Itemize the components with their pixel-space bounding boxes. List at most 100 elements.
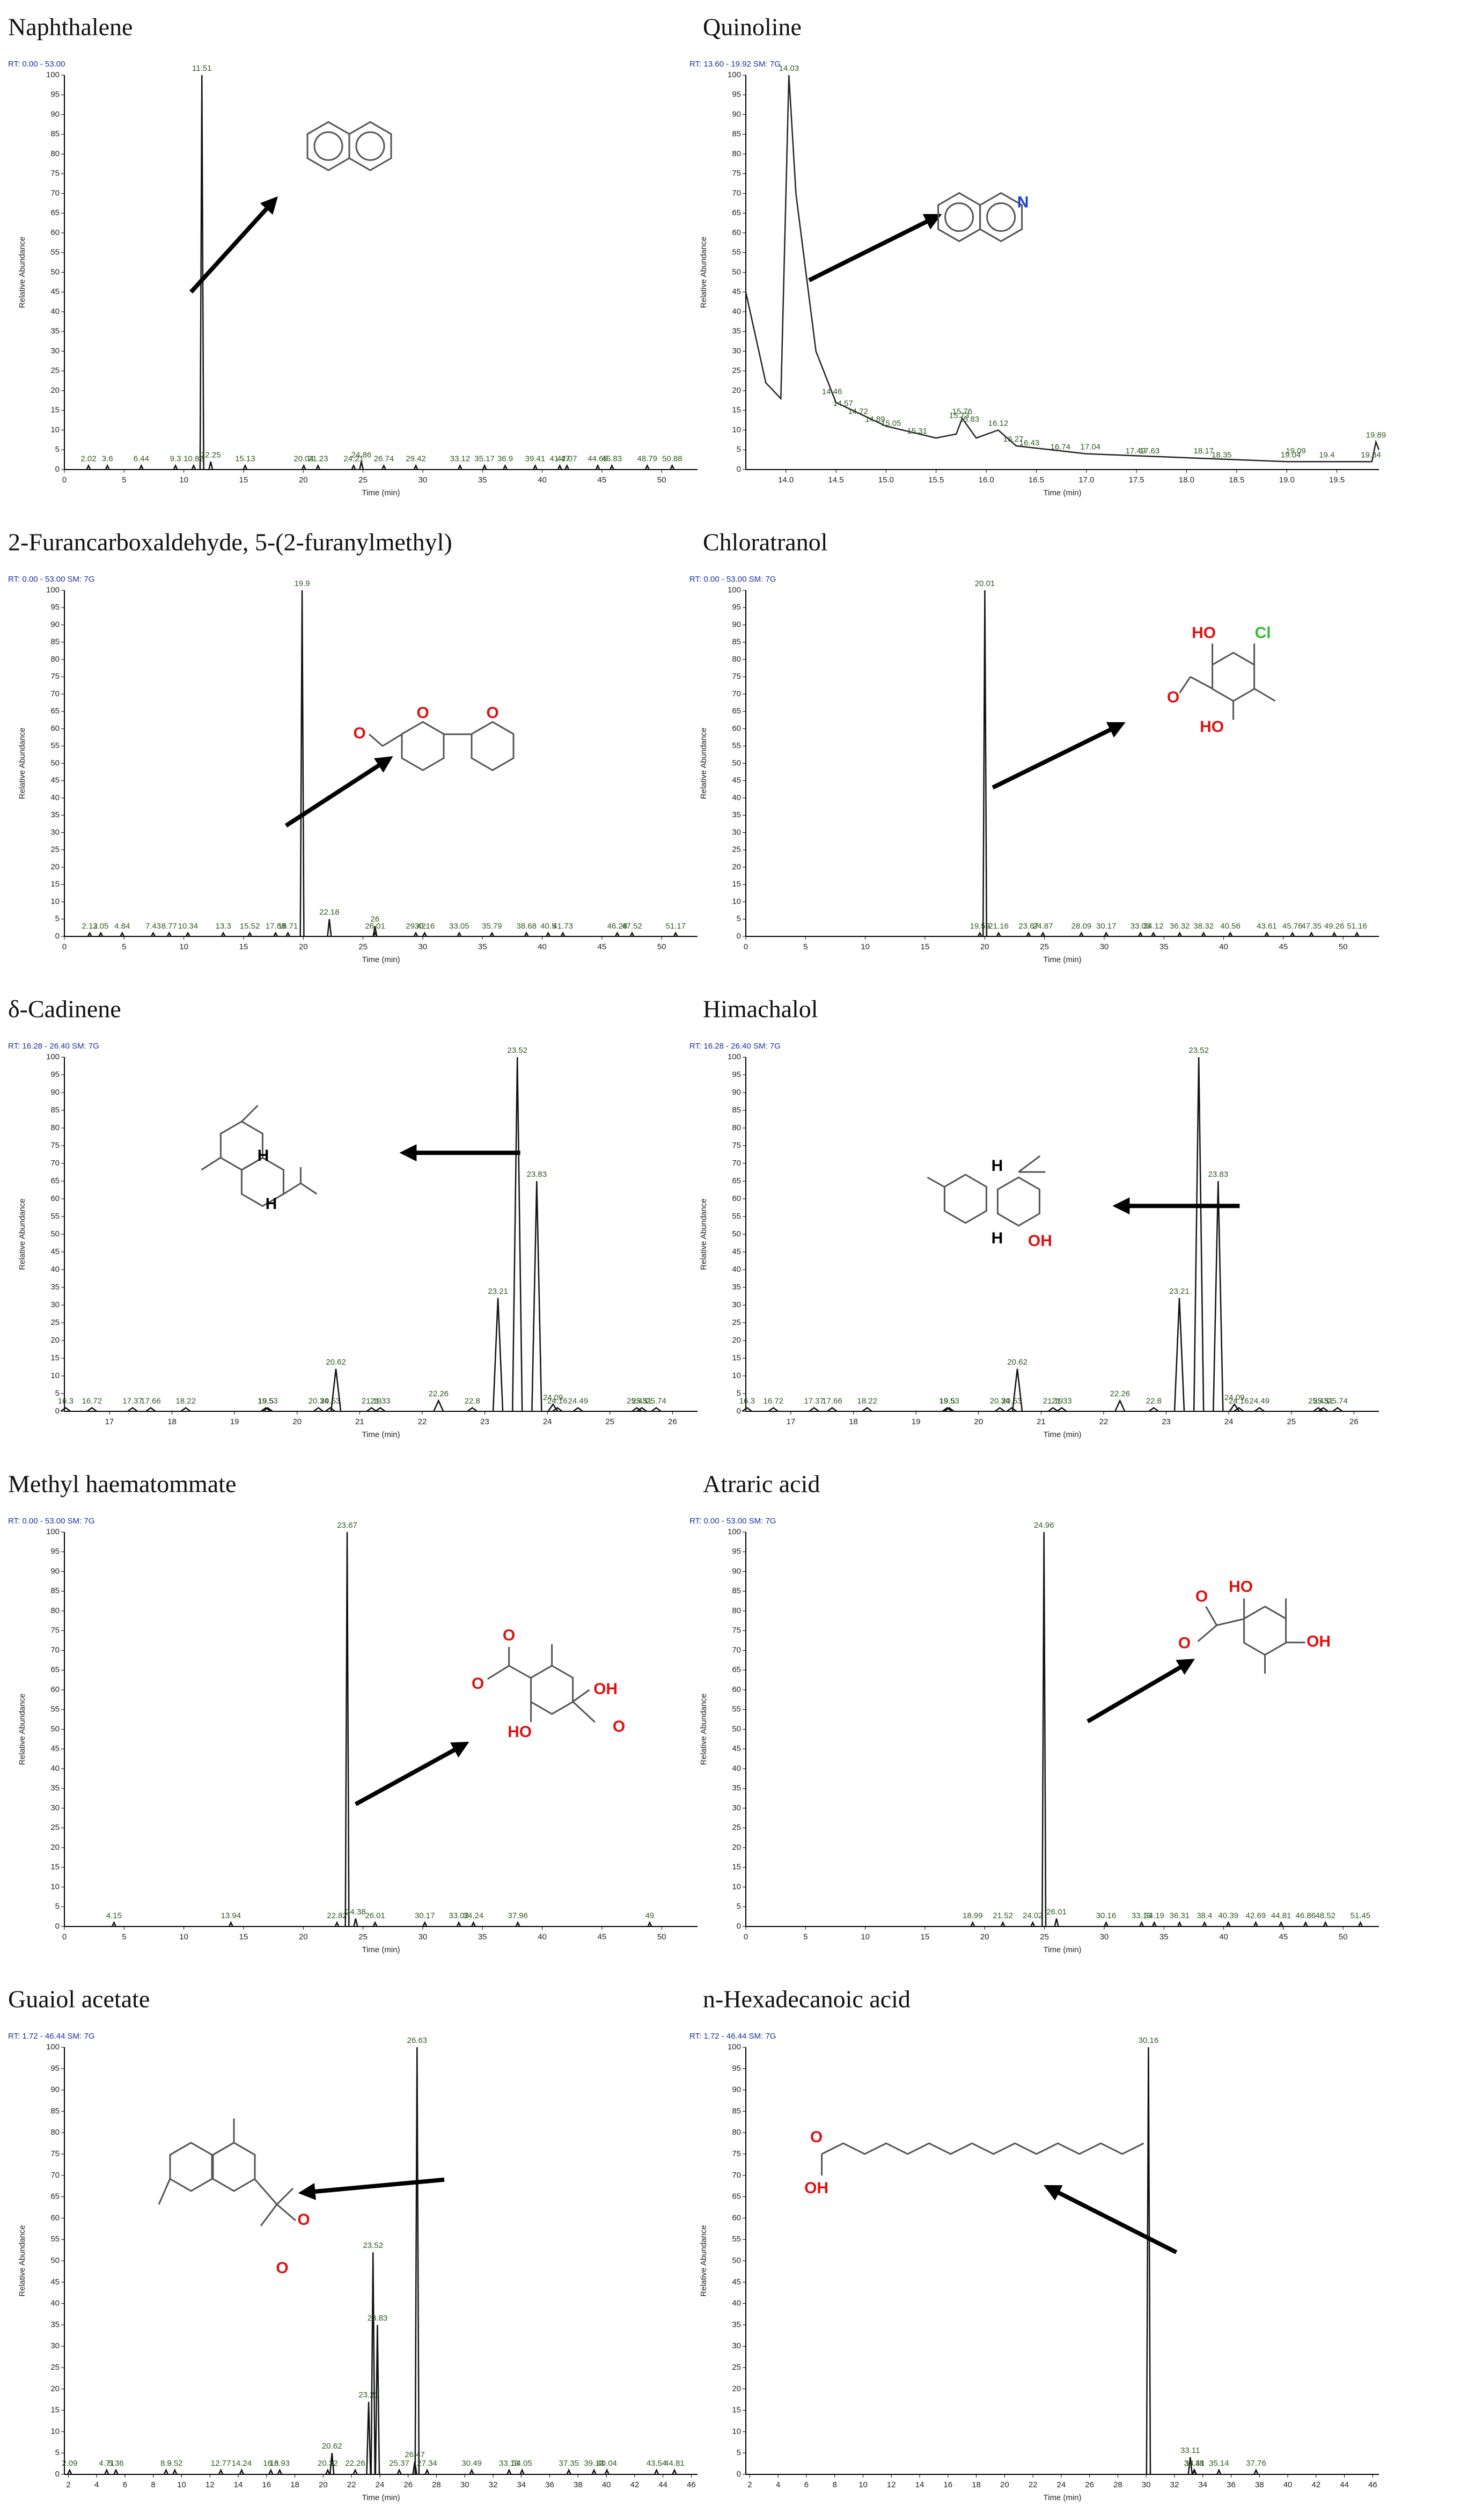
peak-label: 14.24 — [232, 2459, 252, 2468]
peak — [511, 1057, 523, 1412]
x-axis-label: Time (min) — [1043, 2493, 1081, 2502]
peak-label: 26.01 — [1046, 1907, 1067, 1916]
peak — [325, 1406, 336, 1412]
x-tick-label: 6 — [123, 2480, 127, 2489]
peak — [1264, 931, 1269, 937]
peak-label: 30.17 — [1096, 922, 1117, 931]
y-tick-label: 10 — [50, 425, 60, 434]
peak-label: 12.77 — [211, 2459, 231, 2468]
y-tick-label: 5 — [737, 445, 741, 454]
peak-label: 42.69 — [1246, 1911, 1266, 1921]
y-tick-label: 30 — [50, 346, 60, 355]
y-tick-label: 85 — [50, 1586, 60, 1595]
x-tick-label: 22 — [1099, 1417, 1109, 1426]
x-tick-label: 20 — [974, 1417, 983, 1426]
peak-label: 25.43 — [627, 1396, 647, 1405]
peak — [862, 1406, 872, 1412]
y-tick-label: 55 — [50, 1705, 60, 1714]
rt-label: RT: 1.72 - 46.44 SM: 7G — [8, 2032, 94, 2041]
peak — [285, 931, 291, 937]
peak — [1193, 1057, 1205, 1412]
y-tick-label: 50 — [50, 758, 60, 767]
atom-label: O — [503, 1627, 515, 1644]
peak — [273, 931, 278, 937]
peak-label: 41.47 — [550, 455, 570, 464]
peak — [1225, 1921, 1231, 1927]
y-tick-label: 90 — [50, 620, 60, 629]
peak — [768, 1406, 779, 1412]
panel: n-Hexadecanoic acid RT: 1.72 - 46.44 SM: … — [689, 1986, 1379, 2502]
x-tick-label: 10 — [179, 942, 188, 951]
peak — [247, 931, 252, 937]
peak-label: 22.8 — [465, 1396, 480, 1405]
y-tick-label: 25 — [50, 1823, 60, 1832]
panel: Quinoline RT: 13.60 - 19.92 SM: 7G 0 5 10 15 2… — [689, 13, 1386, 497]
peak — [482, 464, 487, 470]
ring — [979, 192, 1023, 243]
peak-label: 24.96 — [1034, 1521, 1054, 1530]
y-tick-label: 95 — [732, 90, 741, 99]
y-tick-label: 25 — [50, 366, 60, 375]
y-tick-label: 30 — [732, 2341, 741, 2350]
y-tick-label: 20 — [50, 1843, 60, 1852]
peak-label: 24.21 — [343, 455, 364, 464]
atom-label: H — [266, 1195, 277, 1213]
y-tick-label: 40 — [732, 2299, 741, 2308]
peak — [1313, 1406, 1324, 1412]
peak — [524, 931, 529, 937]
y-tick-label: 100 — [728, 2042, 741, 2052]
y-tick-label: 0 — [737, 932, 741, 941]
y-tick-label: 35 — [732, 1784, 741, 1793]
peak — [366, 2401, 371, 2475]
x-tick-label: 16.5 — [1029, 475, 1044, 485]
ring — [401, 721, 445, 772]
peak-label: 18.99 — [963, 1911, 983, 1921]
peak-label: 20.53 — [320, 1396, 341, 1405]
y-tick-label: 90 — [50, 2085, 60, 2094]
atom-label: O — [353, 724, 365, 742]
x-tick-label: 44 — [1340, 2480, 1349, 2489]
y-tick-label: 10 — [50, 897, 60, 906]
y-tick-label: 15 — [50, 1863, 60, 1872]
peak-label: 30.16 — [1096, 1911, 1117, 1921]
ring-circle — [355, 131, 385, 161]
peak — [629, 931, 635, 937]
peak-label: 36.9 — [497, 455, 513, 464]
bond — [1197, 1624, 1217, 1642]
atom-label: O — [276, 2259, 288, 2277]
peak — [515, 1921, 520, 1927]
x-tick-label: 22 — [347, 2480, 356, 2489]
bond — [487, 1665, 510, 1680]
x-tick-label: 25 — [1040, 1932, 1049, 1942]
y-tick-label: 50 — [732, 1724, 741, 1733]
x-tick-label: 21 — [1037, 1417, 1046, 1426]
y-tick-label: 95 — [50, 90, 60, 99]
x-tick-label: 0 — [744, 1932, 748, 1942]
peak — [372, 1921, 378, 1927]
peak-label: 45.83 — [602, 455, 622, 464]
x-tick-label: 25 — [358, 1932, 368, 1942]
peak-label: 16.3 — [263, 2459, 278, 2468]
bond — [927, 1176, 945, 1188]
x-tick-label: 35 — [478, 942, 487, 951]
y-tick-label: 10 — [50, 2427, 60, 2436]
peak-label: 30.16 — [1139, 2036, 1159, 2045]
y-tick-label: 100 — [46, 70, 60, 79]
y-tick-label: 45 — [732, 2277, 741, 2287]
x-tick-label: 35 — [478, 1932, 487, 1942]
peak-label: 21.19 — [362, 1396, 382, 1405]
y-tick-label: 55 — [50, 2235, 60, 2244]
y-tick-label: 40 — [50, 307, 60, 316]
peak-label: 38.32 — [1193, 922, 1214, 931]
y-tick-label: 25 — [732, 366, 741, 375]
ring — [1243, 1606, 1287, 1656]
x-tick-label: 34 — [517, 2480, 526, 2489]
y-axis-label: Relative Abundance — [699, 1694, 708, 1765]
panel-title: Himachalol — [703, 995, 818, 1023]
y-tick-label: 20 — [732, 1336, 741, 1345]
peak — [632, 1406, 642, 1412]
y-tick-label: 50 — [732, 267, 741, 276]
rt-label: RT: 0.00 - 53.00 SM: 7G — [8, 575, 94, 584]
x-tick-label: 42 — [630, 2480, 640, 2489]
y-tick-label: 95 — [50, 1547, 60, 1556]
